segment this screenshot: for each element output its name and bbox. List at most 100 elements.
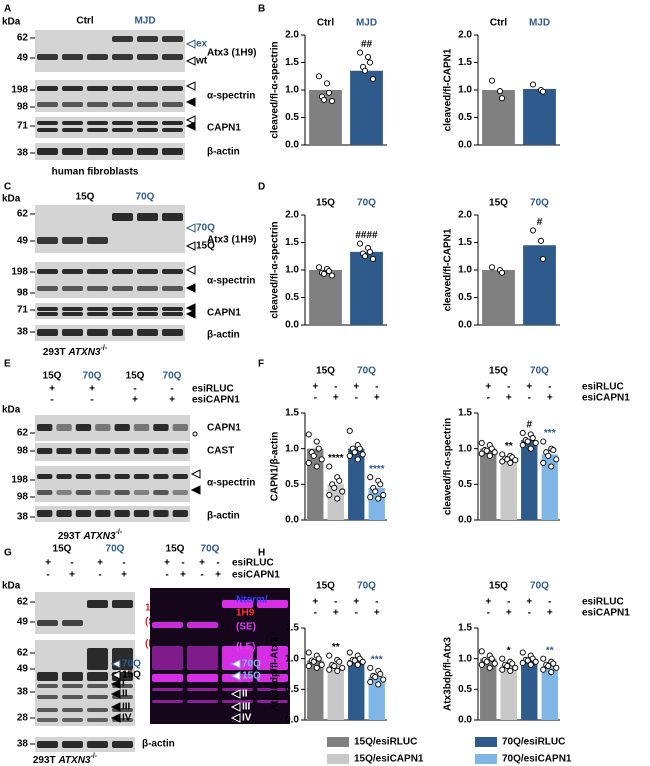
sign: -	[122, 558, 125, 569]
band	[37, 424, 53, 431]
significance: ****	[328, 453, 344, 464]
band	[112, 312, 133, 316]
data-point	[326, 652, 333, 659]
marker-dot	[192, 431, 198, 437]
sign: +	[547, 608, 553, 619]
sign: +	[97, 558, 103, 569]
data-point	[553, 664, 560, 671]
band	[62, 708, 83, 712]
band	[112, 54, 133, 60]
data-point	[315, 264, 323, 271]
panel-letter: D	[258, 182, 265, 193]
band	[162, 213, 183, 221]
label: kDa	[2, 405, 21, 416]
band	[162, 148, 183, 155]
band	[187, 622, 218, 628]
band	[62, 237, 83, 244]
data-point	[361, 253, 369, 260]
data-point	[537, 237, 545, 244]
data-point	[315, 73, 323, 80]
label: 1H9	[236, 608, 255, 619]
arrowhead	[185, 283, 196, 293]
data-point	[507, 459, 514, 466]
arrowhead	[185, 115, 196, 125]
arrowhead	[110, 659, 121, 669]
band	[95, 490, 111, 495]
arrowhead	[185, 265, 196, 275]
arrowhead	[185, 241, 196, 251]
label: 198	[11, 85, 28, 96]
band	[62, 128, 83, 132]
data-point	[491, 660, 498, 667]
band	[222, 646, 253, 670]
band	[152, 688, 183, 691]
sign: -	[375, 382, 378, 393]
group-label: 70Q	[530, 581, 549, 592]
panel-letter: B	[258, 4, 265, 15]
data-point	[315, 445, 322, 452]
sign: -	[181, 558, 184, 569]
data-point	[305, 459, 312, 466]
data-point	[375, 495, 382, 502]
significance: #	[526, 420, 532, 431]
sign: +	[215, 570, 221, 581]
sign: -	[70, 558, 73, 569]
band	[112, 307, 133, 311]
sign: -	[133, 384, 136, 395]
label: CAPN1	[207, 308, 241, 319]
bar	[368, 677, 385, 720]
caption: 293T ATXN3-/-	[33, 753, 98, 765]
data-point	[524, 438, 531, 445]
label: 62	[17, 648, 29, 659]
bar	[348, 659, 365, 720]
sign: +	[333, 608, 339, 619]
y-tick-label: 1.5	[285, 57, 299, 68]
group-label: 15Q	[316, 581, 335, 592]
band	[162, 312, 183, 316]
sign: -	[487, 608, 490, 619]
label: β-actin	[207, 147, 240, 158]
data-point	[318, 456, 325, 463]
data-point	[328, 272, 336, 279]
caption-part: 293T	[43, 347, 69, 358]
y-tick-label: 0.5	[285, 684, 299, 695]
sign: -	[528, 608, 531, 619]
band	[87, 86, 108, 91]
label: CAPN1	[207, 423, 241, 434]
bar	[327, 664, 344, 720]
band	[162, 307, 183, 311]
data-point	[315, 655, 322, 662]
label: 15Q	[166, 544, 185, 555]
label: 28	[17, 713, 29, 724]
data-point	[328, 97, 336, 105]
band	[162, 286, 183, 291]
band	[152, 674, 183, 682]
y-tick-label: 1.0	[285, 653, 299, 664]
band	[114, 474, 130, 479]
bar	[307, 660, 324, 720]
data-point	[325, 268, 333, 275]
panel-letter: H	[258, 548, 265, 559]
data-point	[499, 655, 506, 662]
data-point	[478, 439, 485, 447]
data-point	[310, 658, 317, 665]
data-point	[367, 664, 374, 671]
band	[37, 684, 58, 688]
data-point	[331, 484, 338, 491]
label: 62	[17, 209, 29, 220]
data-point	[548, 669, 555, 676]
band	[137, 213, 158, 221]
label: 71	[17, 305, 29, 316]
sign: +	[49, 384, 55, 395]
band	[87, 648, 108, 670]
treatment-label: esiCAPN1	[582, 608, 630, 619]
data-point	[539, 88, 547, 95]
data-point	[367, 494, 374, 501]
band	[257, 688, 288, 691]
label: 198	[11, 267, 28, 278]
significance: ##	[361, 39, 373, 50]
arrowhead	[185, 309, 196, 319]
band	[37, 741, 58, 748]
y-tick-label: 1.0	[458, 265, 472, 276]
band	[87, 237, 108, 244]
